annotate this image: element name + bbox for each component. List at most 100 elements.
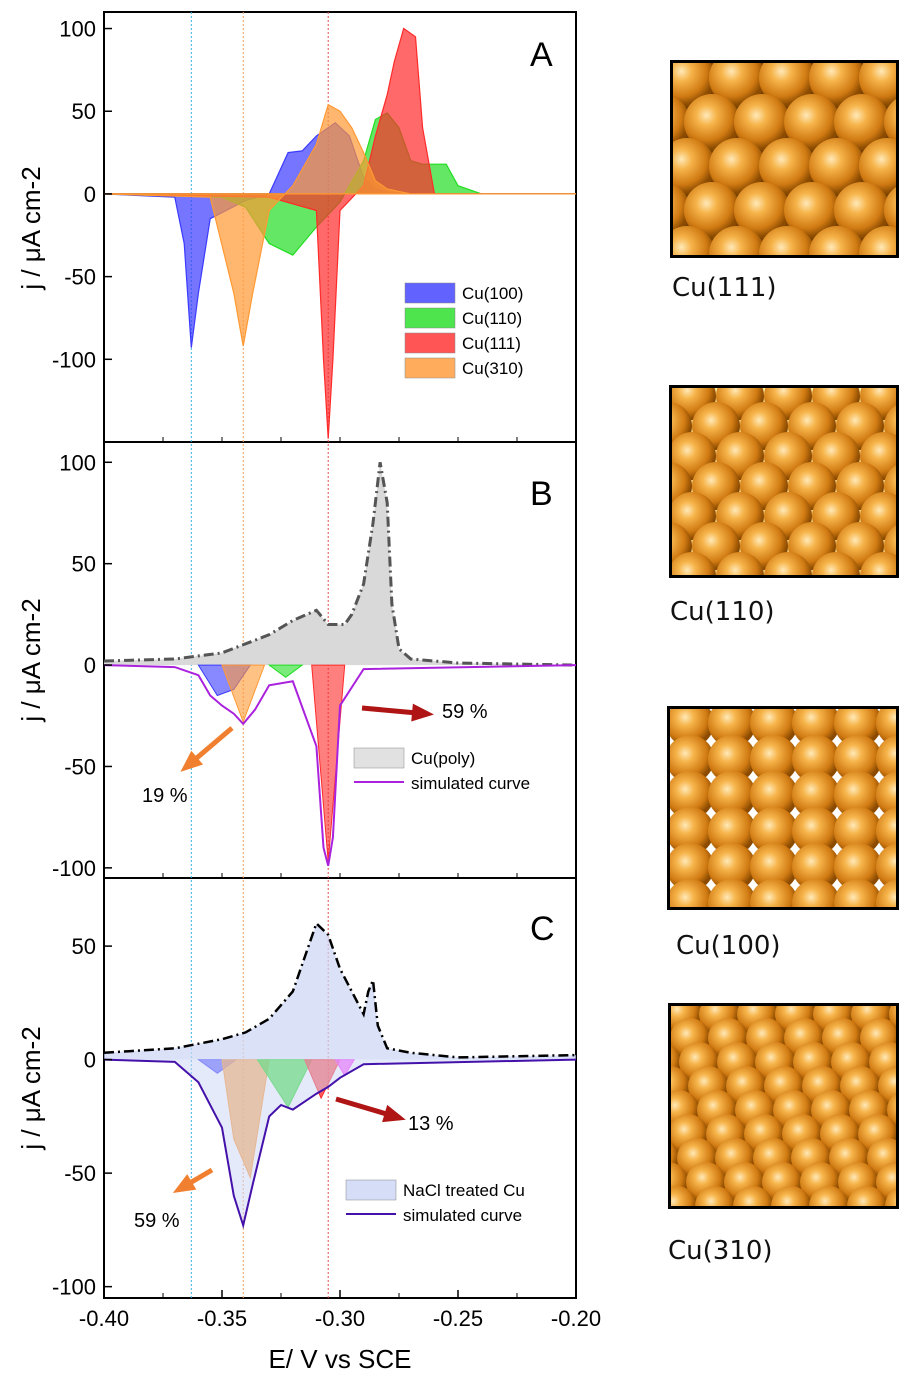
atom	[673, 226, 715, 255]
atom	[860, 552, 896, 575]
arrow-b-19-head	[180, 750, 204, 772]
series-c-sim-fill	[104, 1059, 576, 1226]
atom	[670, 879, 714, 907]
atom	[834, 94, 890, 150]
legend-label: Cu(poly)	[411, 749, 475, 768]
atom	[759, 226, 815, 255]
atom	[750, 735, 798, 783]
atom	[716, 552, 764, 575]
series-c-nacl-fill	[104, 923, 576, 1060]
atom	[834, 807, 882, 855]
atom	[708, 771, 756, 819]
atom	[750, 879, 798, 907]
atom	[709, 138, 765, 194]
series-a-Cu111	[103, 27, 576, 439]
atom	[708, 709, 756, 747]
y-tick-label-2-0: 50	[72, 934, 96, 959]
panel-c-series	[103, 921, 577, 1230]
atom	[708, 807, 756, 855]
component-b-1	[221, 664, 266, 724]
facet-label-100: Cu(100)	[676, 931, 781, 961]
facet-310-atoms	[671, 1006, 896, 1206]
atom	[708, 843, 756, 891]
legend-swatch	[404, 282, 456, 304]
x-tick-label-4: -0.20	[551, 1306, 601, 1331]
atom	[792, 843, 840, 891]
atom	[750, 709, 798, 747]
y-axis-title-b-text: j / μA cm-2	[16, 598, 46, 722]
y-tick-label-2-1: 0	[84, 1048, 96, 1073]
y-axis-title-a: j / μA cm-2	[16, 166, 46, 290]
atom	[708, 735, 756, 783]
x-tick-label-2: -0.30	[315, 1306, 365, 1331]
legend-swatch	[404, 332, 456, 354]
panel-b-letter: B	[530, 475, 553, 513]
series-c-nacl-line	[103, 921, 577, 1059]
panel-b-series	[103, 462, 577, 867]
facet-label-110: Cu(110)	[670, 597, 775, 627]
atom	[671, 1186, 697, 1206]
arrow-c-59-head	[172, 1174, 197, 1194]
atom	[670, 807, 714, 855]
facet-image-111	[670, 60, 899, 258]
annotation-c-13: 13 %	[408, 1113, 454, 1135]
facet-image-310	[668, 1003, 899, 1209]
tick-labels: 100 50 0 -50 -100 100 50 0 -50 -100 50 0 -50 -100 -0.4…	[52, 17, 601, 1331]
panel-a-series	[103, 27, 576, 439]
series-c-simulated	[103, 1058, 577, 1230]
atom	[885, 1188, 896, 1206]
atom	[876, 771, 896, 819]
atom	[670, 843, 714, 891]
legend-swatch	[404, 307, 456, 329]
y-tick-label-2-3: -100	[52, 1275, 96, 1300]
atom	[684, 182, 740, 238]
legend-label: simulated curve	[411, 774, 530, 793]
y-axis-title-a-text: j / μA cm-2	[16, 166, 46, 290]
x-tick-label-3: -0.25	[433, 1306, 483, 1331]
atom	[771, 1186, 811, 1206]
atom	[884, 99, 896, 145]
atom	[792, 771, 840, 819]
atom	[673, 138, 715, 194]
legend-label: Cu(100)	[462, 284, 523, 303]
atom	[812, 552, 860, 575]
legend-label: Cu(310)	[462, 359, 523, 378]
y-tick-label-1-3: -50	[64, 754, 96, 779]
atom	[847, 1186, 887, 1206]
atom	[733, 1186, 773, 1206]
atom	[750, 771, 798, 819]
atom	[759, 138, 815, 194]
atom	[792, 879, 840, 907]
legend-label: simulated curve	[403, 1206, 522, 1225]
y-tick-label-0-2: 0	[84, 182, 96, 207]
atom	[834, 843, 882, 891]
facet-111-atoms	[673, 63, 896, 255]
series-b-simulated	[103, 664, 577, 867]
atom	[670, 735, 714, 783]
y-axis-title-c-text: j / μA cm-2	[16, 1026, 46, 1150]
y-tick-label-0-3: -50	[64, 265, 96, 290]
atom	[834, 182, 890, 238]
atom	[750, 843, 798, 891]
atom	[834, 771, 882, 819]
atom	[734, 182, 790, 238]
legend-label: NaCl treated Cu	[403, 1181, 525, 1200]
atom	[672, 552, 716, 575]
facet-image-100	[667, 706, 899, 910]
legend-label: Cu(110)	[462, 309, 522, 328]
annotation-b-59: 59 %	[442, 701, 488, 723]
atom	[834, 879, 882, 907]
atom	[670, 771, 714, 819]
percentage-annotations: 59 % 19 % 13 % 59 %	[134, 701, 488, 1232]
atom	[889, 1006, 896, 1030]
arrow-b-59-head	[411, 703, 434, 722]
facet-110-atoms	[672, 388, 896, 575]
atom	[809, 138, 865, 194]
atom	[859, 138, 896, 194]
annotation-c-59: 59 %	[134, 1210, 180, 1232]
legend-a: Cu(100) Cu(110) Cu(111) Cu(310)	[404, 282, 523, 379]
panel-c-frame	[103, 877, 577, 1299]
atom	[708, 879, 756, 907]
atom	[859, 226, 896, 255]
y-axis-title-c: j / μA cm-2	[16, 1026, 46, 1150]
